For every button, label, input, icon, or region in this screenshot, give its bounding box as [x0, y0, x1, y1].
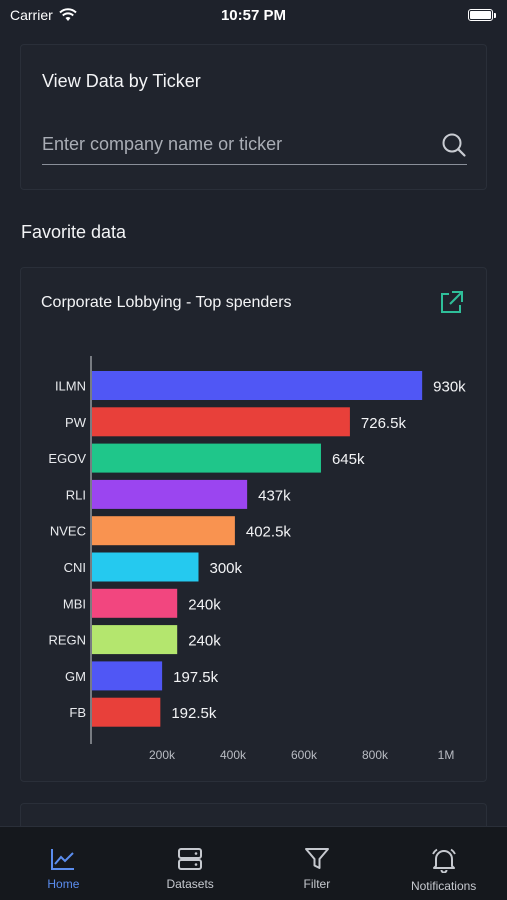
category-label: GM — [65, 669, 86, 684]
bar-pw[interactable] — [92, 407, 350, 437]
battery-icon — [468, 9, 496, 21]
tab-home[interactable]: Home — [0, 827, 126, 900]
bar-rli[interactable] — [92, 479, 248, 509]
value-label: 726.5k — [361, 415, 407, 432]
category-label: EGOV — [48, 451, 86, 466]
tab-bar: Home Datasets Filter Notifications — [0, 826, 507, 900]
battery-level — [470, 11, 491, 19]
carrier-label: Carrier — [10, 7, 53, 23]
favorites-section-title: Favorite data — [21, 222, 127, 242]
search-icon[interactable] — [441, 132, 467, 158]
value-label: 300k — [210, 560, 243, 577]
bar-fb[interactable] — [92, 697, 161, 727]
value-label: 192.5k — [171, 705, 217, 722]
search-row — [42, 125, 467, 165]
server-icon — [178, 848, 203, 870]
value-label: 240k — [188, 596, 221, 613]
bar-egov[interactable] — [92, 443, 321, 473]
tab-datasets[interactable]: Datasets — [127, 827, 253, 900]
category-label: NVEC — [50, 524, 86, 539]
value-label: 240k — [188, 633, 221, 650]
value-label: 197.5k — [173, 669, 219, 686]
category-label: REGN — [48, 633, 86, 648]
category-label: MBI — [63, 596, 86, 611]
category-label: FB — [69, 705, 86, 720]
x-tick-label: 400k — [220, 748, 247, 762]
value-label: 645k — [332, 451, 365, 468]
bar-mbi[interactable] — [92, 588, 178, 618]
value-label: 437k — [258, 487, 291, 504]
chart-title: Corporate Lobbying - Top spenders — [41, 294, 292, 311]
filter-icon — [304, 848, 329, 869]
x-tick-label: 800k — [362, 748, 389, 762]
category-label: CNI — [64, 560, 86, 575]
category-label: ILMN — [55, 379, 86, 394]
tab-label: Datasets — [166, 877, 214, 891]
tab-filter[interactable]: Filter — [254, 827, 380, 900]
bar-nvec[interactable] — [92, 516, 235, 546]
bar-chart: ILMN 930k PW 726.5k EGOV 645k RLI 437k NVEC 402.5… — [48, 356, 466, 762]
x-tick-label: 600k — [291, 748, 318, 762]
category-label: PW — [65, 415, 87, 430]
ticker-search-title: View Data by Ticker — [42, 71, 201, 91]
value-label: 930k — [433, 379, 466, 396]
ticker-search-input[interactable] — [42, 134, 402, 155]
wifi-icon — [59, 8, 77, 21]
bar-cni[interactable] — [92, 552, 199, 582]
tab-notifications[interactable]: Notifications — [381, 827, 507, 900]
category-label: RLI — [66, 487, 86, 502]
tab-label: Home — [47, 877, 80, 891]
favorite-chart-card[interactable]: Corporate Lobbying - Top spenders ILMN 93… — [20, 267, 487, 782]
bar-ilmn[interactable] — [92, 371, 423, 400]
x-tick-label: 1M — [438, 748, 455, 762]
external-link-icon[interactable] — [438, 290, 464, 316]
chart-line-icon — [51, 849, 75, 870]
bar-gm[interactable] — [92, 661, 163, 691]
status-left: Carrier — [10, 7, 77, 23]
tab-label: Notifications — [410, 879, 477, 893]
x-tick-label: 200k — [149, 748, 176, 762]
bar-regn[interactable] — [92, 625, 178, 655]
status-bar: Carrier 10:57 PM — [0, 0, 507, 30]
tab-label: Filter — [303, 877, 331, 891]
ticker-search-card: View Data by Ticker — [20, 44, 487, 190]
bell-icon — [431, 848, 456, 873]
value-label: 402.5k — [246, 524, 292, 541]
